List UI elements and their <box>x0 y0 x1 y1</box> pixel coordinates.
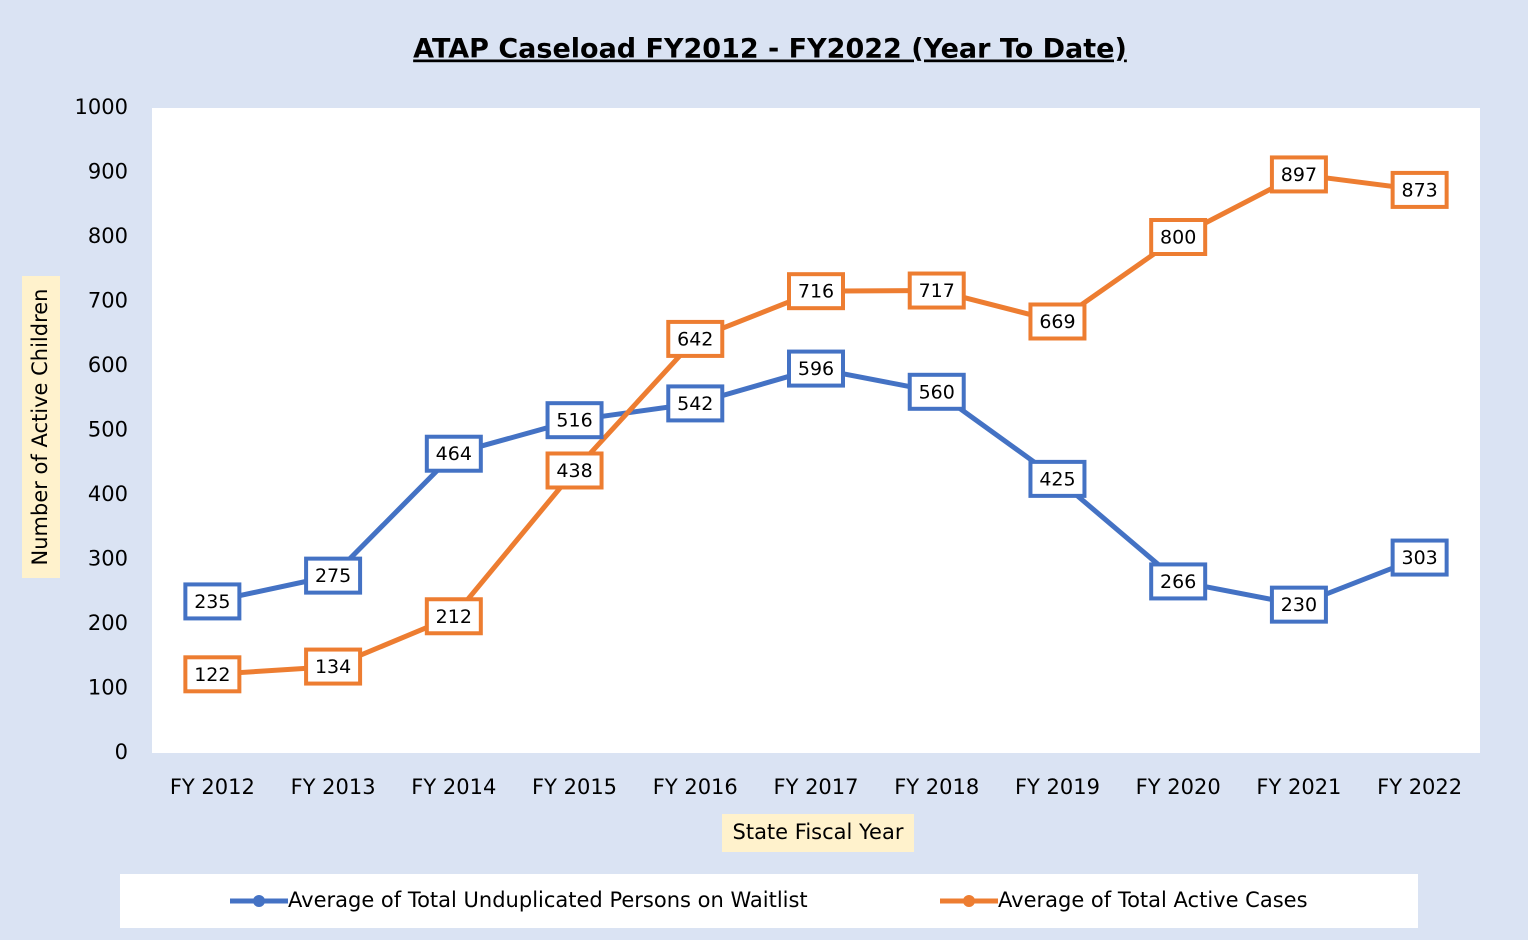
data-label-box <box>1028 459 1087 498</box>
data-label: 800 <box>1160 227 1196 249</box>
data-label-box <box>787 349 845 388</box>
data-label: 275 <box>315 565 351 587</box>
x-tick-label: FY 2022 <box>1377 775 1462 799</box>
data-label: 303 <box>1402 547 1438 569</box>
data-label: 230 <box>1281 594 1317 616</box>
x-label-highlight <box>722 814 914 852</box>
data-label-box <box>545 401 604 440</box>
x-tick-label: FY 2014 <box>411 775 496 799</box>
y-tick-label: 700 <box>88 289 128 313</box>
data-label: 560 <box>919 381 955 403</box>
data-label-box <box>1390 538 1449 577</box>
data-label: 212 <box>436 606 472 628</box>
x-tick-label: FY 2015 <box>532 775 617 799</box>
legend-label: Average of Total Active Cases <box>998 888 1308 912</box>
y-tick-label: 800 <box>88 224 128 248</box>
y-tick-label: 900 <box>88 160 128 184</box>
y-tick-label: 0 <box>115 740 128 764</box>
data-label-box <box>1149 218 1208 256</box>
x-tick-label: FY 2019 <box>1015 775 1100 799</box>
data-label-box <box>424 597 483 636</box>
data-label-box <box>545 451 604 490</box>
data-label-box <box>666 319 725 358</box>
data-label: 717 <box>919 280 955 302</box>
y-tick-label: 400 <box>88 482 128 506</box>
y-tick-label: 500 <box>88 418 128 442</box>
data-label-box <box>1269 155 1328 194</box>
data-label: 716 <box>798 281 834 303</box>
y-tick-label: 100 <box>88 676 128 700</box>
data-label-box <box>304 647 363 686</box>
x-axis-label: State Fiscal Year <box>733 820 904 844</box>
data-label: 516 <box>556 410 592 432</box>
x-tick-label: FY 2017 <box>773 775 858 799</box>
data-label: 425 <box>1039 468 1075 490</box>
data-label-box <box>666 384 725 423</box>
data-label: 669 <box>1039 311 1075 333</box>
plot-area <box>152 108 1480 753</box>
data-label: 464 <box>436 443 472 465</box>
data-label: 596 <box>798 358 834 380</box>
data-label: 642 <box>677 328 713 350</box>
data-label: 134 <box>315 656 351 678</box>
data-label-box <box>907 372 966 411</box>
x-tick-label: FY 2020 <box>1136 775 1221 799</box>
data-label-box <box>183 582 242 621</box>
data-label: 122 <box>194 664 230 686</box>
data-label-box <box>1390 170 1449 209</box>
y-tick-label: 600 <box>88 353 128 377</box>
data-label: 873 <box>1402 179 1438 201</box>
x-tick-label: FY 2016 <box>653 775 738 799</box>
y-tick-label: 300 <box>88 547 128 571</box>
data-label: 897 <box>1281 164 1317 186</box>
x-tick-label: FY 2018 <box>894 775 979 799</box>
legend-marker <box>963 895 975 907</box>
y-tick-label: 1000 <box>75 95 128 119</box>
data-label-box <box>907 271 966 310</box>
data-label-box <box>183 655 242 694</box>
data-label-box <box>304 556 363 595</box>
legend-marker <box>253 895 265 907</box>
y-label-highlight <box>22 276 60 578</box>
chart-title: ATAP Caseload FY2012 - FY2022 (Year To D… <box>413 34 1127 65</box>
data-label-box <box>1028 302 1087 341</box>
legend-label: Average of Total Unduplicated Persons on… <box>288 888 808 912</box>
data-label-box <box>1269 585 1328 624</box>
data-label: 542 <box>677 393 713 415</box>
data-label: 235 <box>194 591 230 613</box>
y-tick-label: 200 <box>88 611 128 635</box>
data-label-box <box>787 272 845 311</box>
y-axis-label: Number of Active Children <box>28 289 52 566</box>
legend-box <box>120 874 1418 928</box>
data-label-box <box>424 434 483 473</box>
data-label: 266 <box>1160 571 1196 593</box>
data-label: 438 <box>556 460 592 482</box>
x-tick-label: FY 2013 <box>291 775 376 799</box>
x-tick-label: FY 2012 <box>170 775 255 799</box>
x-tick-label: FY 2021 <box>1256 775 1341 799</box>
data-label-box <box>1149 562 1208 601</box>
